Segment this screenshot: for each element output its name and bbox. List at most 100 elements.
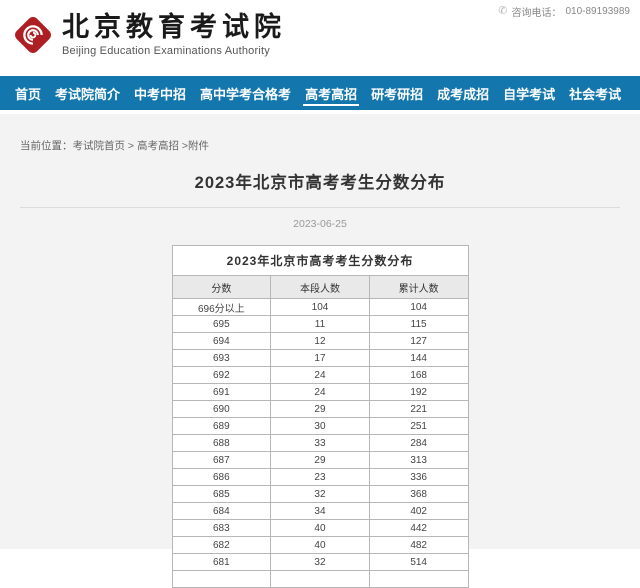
table-row: 684 34 402 [171,502,469,520]
table-cell: 686 [171,468,272,486]
nav-item-7[interactable]: 自学考试 [503,86,556,102]
table-cell: 689 [171,417,272,435]
table-cell: 313 [368,451,469,469]
score-table-container: 2023年北京市高考考生分数分布 分数 本段人数 累计人数 696分以上 104 104… [171,245,469,588]
table-cell: 104 [270,298,370,316]
table-row: 692 24 168 [171,366,469,384]
beijing-exam-logo-icon [10,12,56,58]
table-cell: 144 [368,349,469,367]
nav-item-4[interactable]: 高考高招 [298,76,364,110]
table-cell: 24 [270,383,370,401]
page-title: 2023年北京市高考考生分数分布 [194,174,446,192]
table-row: 686 23 336 [171,468,469,486]
table-cell: 24 [270,366,370,384]
table-cell: 692 [171,366,272,384]
table-cell [171,570,272,588]
table-cell: 693 [171,349,272,367]
table-cell: 168 [368,366,469,384]
table-cell: 40 [270,519,370,537]
table-cell: 514 [368,553,469,571]
table-cell: 695 [171,315,272,333]
table-cell: 696分以上 [171,298,272,316]
column-header-1: 本段人数 [270,275,370,299]
table-row: 695 11 115 [171,315,469,333]
table-cell [270,570,370,588]
table-cell: 402 [368,502,469,520]
table-cell: 40 [270,536,370,554]
phone-number: 010-89193989 [565,6,630,17]
score-table-caption: 2023年北京市高考考生分数分布 [171,245,469,276]
breadcrumb-attachment-link[interactable]: 附件 [188,140,210,152]
nav-item-1[interactable]: 考试院简介 [55,86,121,102]
table-cell: 34 [270,502,370,520]
nav-item-2[interactable]: 中考中招 [134,86,187,102]
site-header: ✆ 咨询电话： 010-89193989 北京教育考试院 Beijing Edu… [0,0,640,76]
breadcrumb-separator: > [125,140,137,152]
table-cell: 115 [368,315,469,333]
table-cell: 127 [368,332,469,350]
table-cell: 683 [171,519,272,537]
table-cell: 11 [270,315,370,333]
table-cell: 688 [171,434,272,452]
breadcrumb-home-link[interactable]: 考试院首页 [72,140,126,152]
table-row: 683 40 442 [171,519,469,537]
table-cell: 687 [171,451,272,469]
table-row: 685 32 368 [171,485,469,503]
table-row: 688 33 284 [171,434,469,452]
column-header-2: 累计人数 [368,275,469,299]
table-row: 687 29 313 [171,451,469,469]
site-subtitle: Beijing Education Examinations Authority [62,44,270,57]
score-distribution-table: 分数 本段人数 累计人数 696分以上 104 104 695 11 115 694 12 127 6… [171,275,469,588]
nav-item-8[interactable]: 社会考试 [569,86,622,102]
nav-item-3[interactable]: 高中学考合格考 [200,86,292,102]
table-cell: 33 [270,434,370,452]
publish-date: 2023-06-25 [293,218,347,230]
table-cell: 29 [270,400,370,418]
table-row: 696分以上 104 104 [171,298,469,316]
breadcrumb-separator: > [178,140,189,152]
nav-item-5[interactable]: 研考研招 [371,86,424,102]
table-header-row: 分数 本段人数 累计人数 [171,275,469,299]
table-cell: 691 [171,383,272,401]
breadcrumb-section-link[interactable]: 高考高招 [136,140,179,152]
table-cell: 17 [270,349,370,367]
table-cell: 32 [270,485,370,503]
table-cell: 192 [368,383,469,401]
nav-item-0[interactable]: 首页 [15,86,42,102]
table-cell: 368 [368,485,469,503]
table-cell [368,570,469,588]
main-nav: 首页 考试院简介 中考中招 高中学考合格考 高考高招 研考研招 成考成招 自学考试 社会考试 [0,76,640,110]
column-header-0: 分数 [171,275,272,299]
table-row: 693 17 144 [171,349,469,367]
table-cell: 104 [368,298,469,316]
breadcrumb-prefix: 当前位置： [20,140,73,152]
table-cell: 30 [270,417,370,435]
nav-item-6[interactable]: 成考成招 [437,86,490,102]
table-cell: 681 [171,553,272,571]
breadcrumb: 当前位置：考试院首页 > 高考高招 >附件 [0,114,640,153]
table-cell: 23 [270,468,370,486]
table-row: 694 12 127 [171,332,469,350]
consult-phone: ✆ 咨询电话： 010-89193989 [498,4,630,20]
table-cell: 684 [171,502,272,520]
table-cell: 336 [368,468,469,486]
table-row: 681 32 514 [171,553,469,571]
table-row: 689 30 251 [171,417,469,435]
table-cell: 32 [270,553,370,571]
table-cell: 12 [270,332,370,350]
table-cell: 694 [171,332,272,350]
table-cell: 221 [368,400,469,418]
table-cell: 442 [368,519,469,537]
header-content-gap [0,110,640,114]
phone-icon: ✆ [498,5,508,17]
table-cell: 682 [171,536,272,554]
table-row: 682 40 482 [171,536,469,554]
table-cell: 251 [368,417,469,435]
table-row: 691 24 192 [171,383,469,401]
table-cell: 29 [270,451,370,469]
site-logo[interactable]: 北京教育考试院 Beijing Education Examinations A… [10,12,286,58]
table-cell: 284 [368,434,469,452]
table-row: 690 29 221 [171,400,469,418]
title-divider [20,207,620,208]
table-cell: 685 [171,485,272,503]
